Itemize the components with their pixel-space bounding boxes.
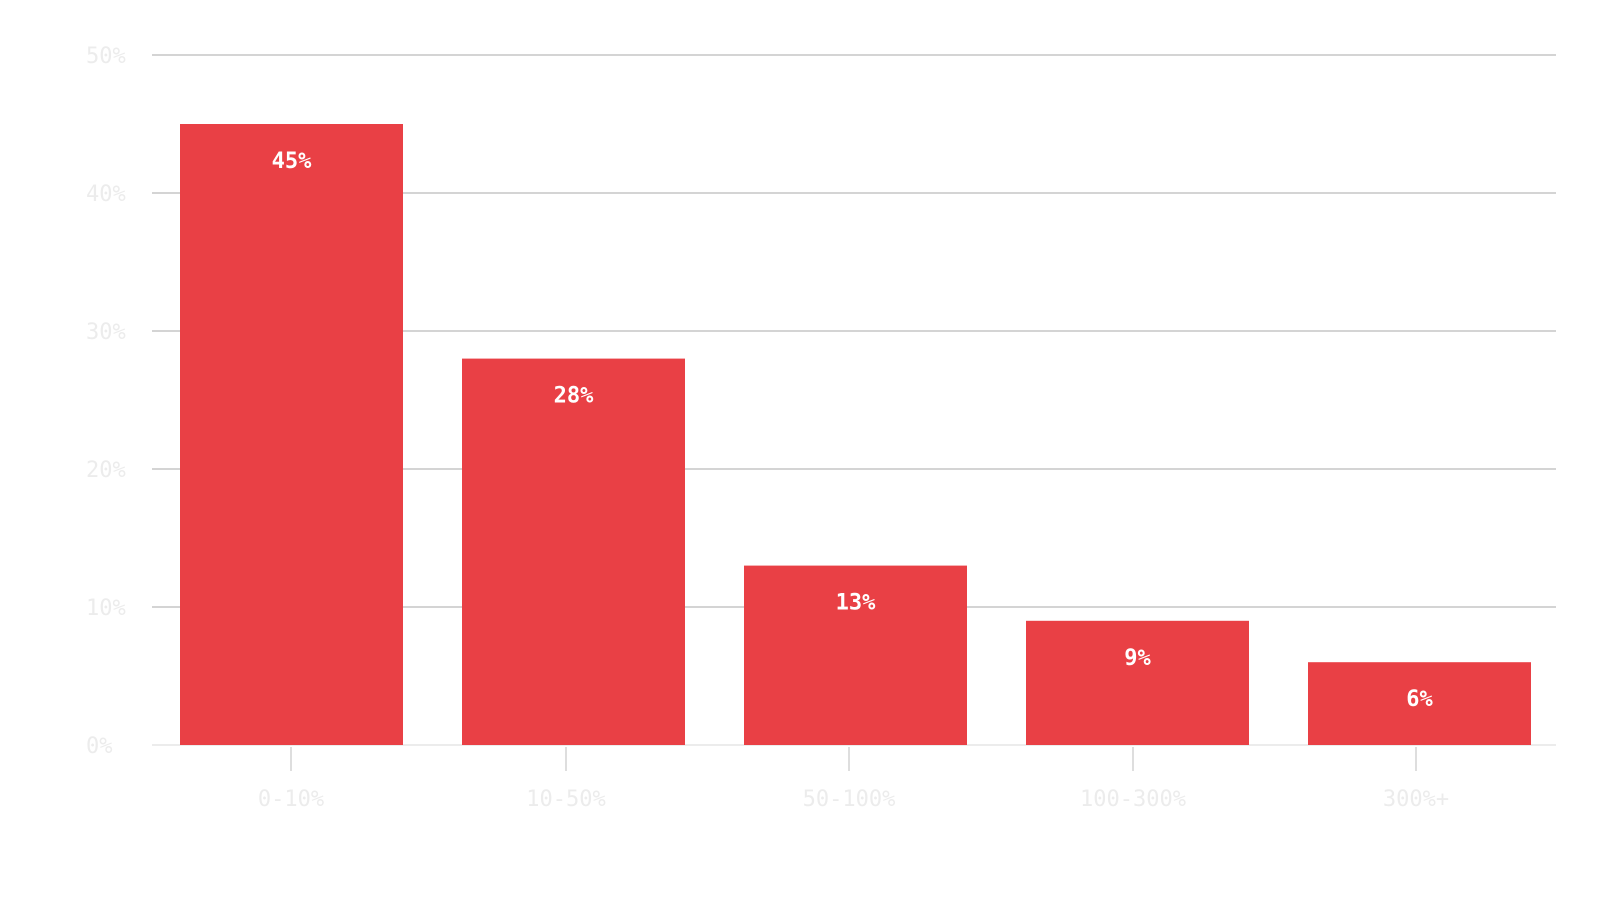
- data-label: 9%: [1124, 646, 1151, 671]
- x-axis: 0-10% 10-50% 50-100% 100-300% 300%+: [258, 747, 1449, 812]
- y-tick-label: 50%: [86, 44, 126, 69]
- y-tick-label: 10%: [86, 596, 126, 621]
- x-tick-label: 50-100%: [803, 787, 896, 812]
- bars: 45% 28% 13% 9% 6%: [180, 124, 1531, 745]
- data-label: 45%: [272, 149, 312, 174]
- y-axis: 0% 10% 20% 30% 40% 50%: [86, 44, 126, 759]
- y-tick-label: 40%: [86, 182, 126, 207]
- y-tick-label: 30%: [86, 320, 126, 345]
- data-label: 13%: [836, 591, 876, 616]
- x-tick-label: 0-10%: [258, 787, 324, 812]
- y-tick-label: 20%: [86, 458, 126, 483]
- bar-3: [744, 565, 967, 745]
- x-tick-label: 100-300%: [1080, 787, 1186, 812]
- bar-1: [180, 124, 403, 745]
- bar-2: [462, 358, 685, 745]
- bar-5: [1308, 662, 1531, 745]
- bar-4: [1026, 620, 1249, 745]
- x-tick-label: 300%+: [1383, 787, 1449, 812]
- data-label: 28%: [554, 384, 594, 409]
- x-tick-label: 10-50%: [526, 787, 605, 812]
- data-label: 6%: [1406, 687, 1433, 712]
- y-tick-label: 0%: [86, 734, 113, 759]
